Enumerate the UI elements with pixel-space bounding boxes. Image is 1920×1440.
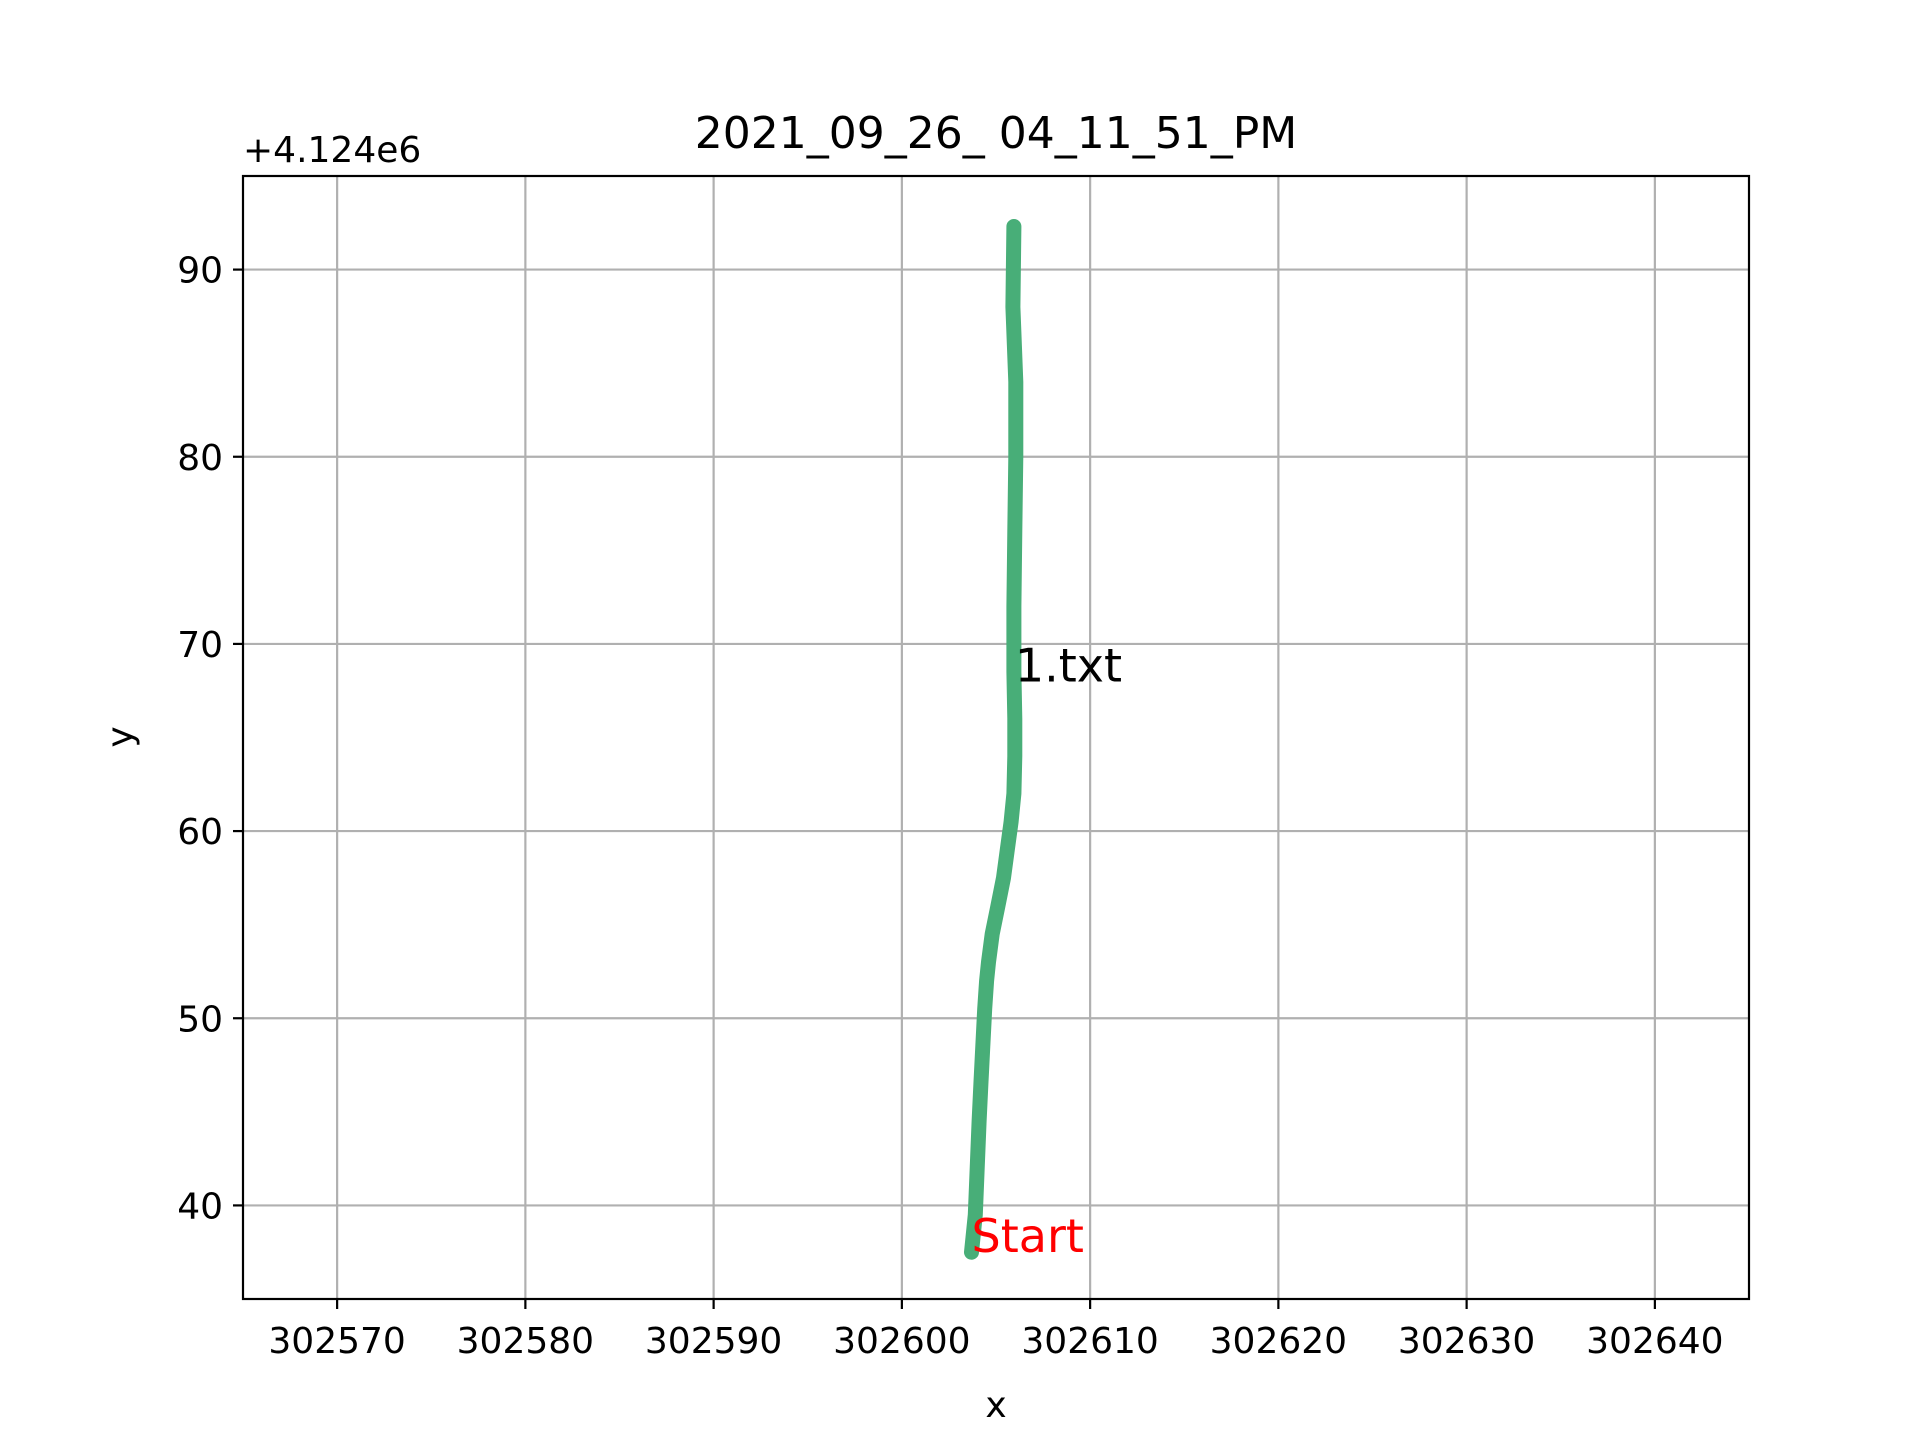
y-tick-label: 90 [177,251,223,292]
y-tick-label: 60 [177,812,223,853]
y-axis-label: y [100,726,141,747]
x-tick-label: 302590 [645,1321,782,1362]
axes-frame [241,174,1751,1301]
x-tick-label: 302610 [1021,1321,1158,1362]
grid [243,176,1749,1299]
x-axis-label: x [985,1385,1006,1426]
x-tick-label: 302620 [1210,1321,1347,1362]
plot-area-background [243,176,1749,1299]
y-tick-label: 80 [177,438,223,479]
x-tick-label: 302640 [1586,1321,1723,1362]
series-line [964,219,1024,1260]
start-annotation: Start [972,1209,1084,1263]
y-offset-label: +4.124e6 [243,130,421,171]
x-tick-label: 302600 [833,1321,970,1362]
y-tick-label: 40 [177,1186,223,1227]
series-layer [964,219,1024,1260]
x-tick-label: 302570 [268,1321,405,1362]
x-tick-label: 302630 [1398,1321,1535,1362]
y-tick-label: 70 [177,625,223,666]
chart-title: 2021_09_26_ 04_11_51_PM [695,108,1297,159]
file-annotation: 1.txt [1015,638,1122,692]
ticks: 302570 302580 302590 302600 302610 302620 3026… [177,251,1723,1362]
x-tick-label: 302580 [457,1321,594,1362]
y-tick-label: 50 [177,999,223,1040]
annotations: 1.txt Start [972,638,1122,1263]
